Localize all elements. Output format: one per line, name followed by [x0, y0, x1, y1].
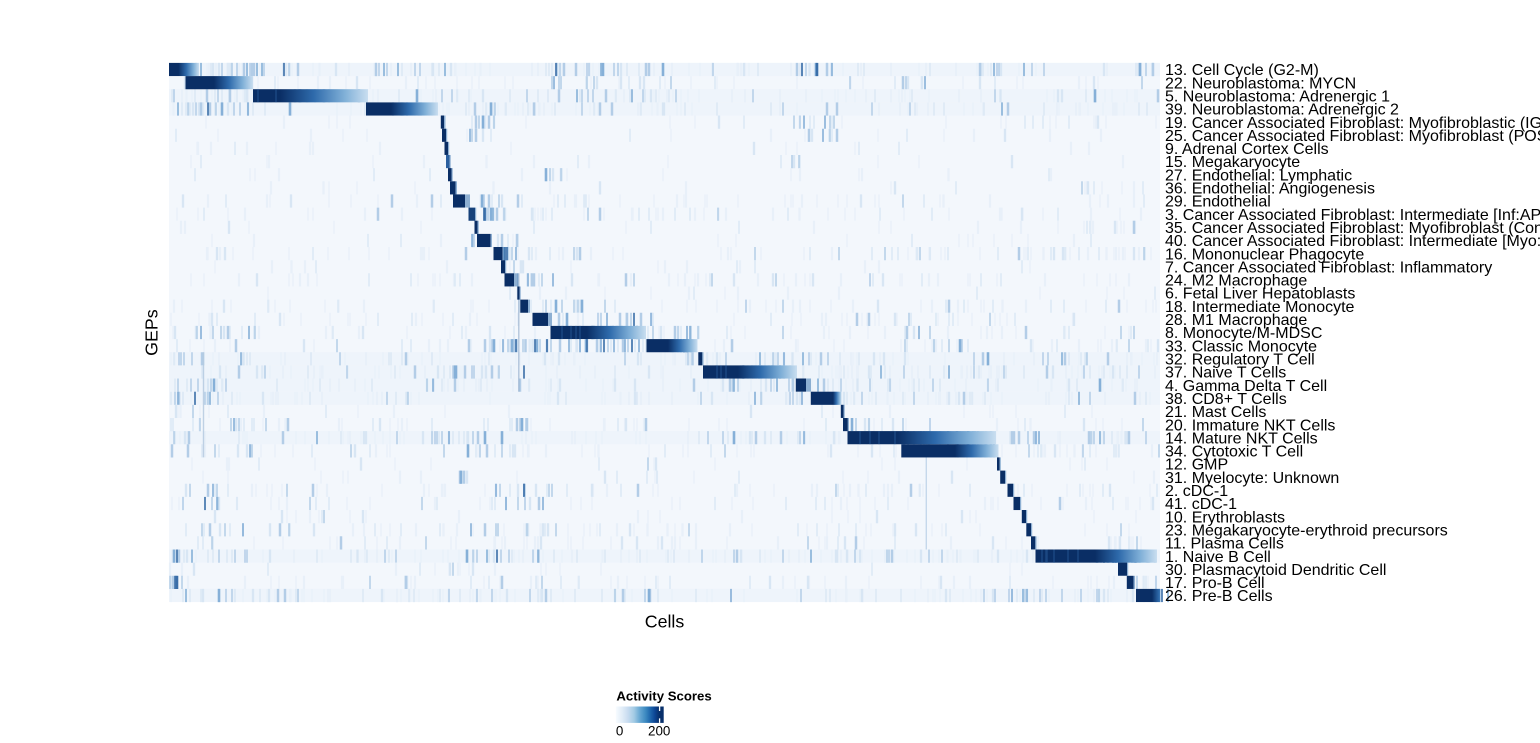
svg-text:12. GMP: 12. GMP	[1165, 457, 1228, 474]
svg-text:26. Pre-B Cells: 26. Pre-B Cells	[1165, 588, 1273, 605]
svg-text:39. Neuroblastoma: Adrenergic: 39. Neuroblastoma: Adrenergic 2	[1165, 102, 1399, 119]
svg-text:40. Cancer Associated Fibrobla: 40. Cancer Associated Fibroblast: Interm…	[1165, 233, 1540, 250]
svg-text:1. Naive B Cell: 1. Naive B Cell	[1165, 549, 1271, 566]
svg-text:21. Mast Cells: 21. Mast Cells	[1165, 404, 1266, 421]
svg-text:0: 0	[616, 724, 623, 739]
svg-text:31. Myelocyte: Unknown: 31. Myelocyte: Unknown	[1165, 470, 1339, 487]
svg-text:19. Cancer Associated Fibrobla: 19. Cancer Associated Fibroblast: Myofib…	[1165, 115, 1540, 132]
svg-text:16. Mononuclear Phagocyte: 16. Mononuclear Phagocyte	[1165, 246, 1364, 263]
svg-text:18. Intermediate Monocyte: 18. Intermediate Monocyte	[1165, 299, 1355, 316]
svg-text:41. cDC-1: 41. cDC-1	[1165, 496, 1237, 513]
svg-text:Activity Scores: Activity Scores	[616, 689, 711, 704]
svg-text:10. Erythroblasts: 10. Erythroblasts	[1165, 509, 1285, 526]
svg-text:4. Gamma Delta T Cell: 4. Gamma Delta T Cell	[1165, 378, 1327, 395]
svg-text:29. Endothelial: 29. Endothelial	[1165, 194, 1271, 211]
svg-text:11. Plasma Cells: 11. Plasma Cells	[1165, 536, 1284, 553]
svg-text:3. Cancer Associated Fibroblas: 3. Cancer Associated Fibroblast: Interme…	[1165, 207, 1540, 224]
svg-text:23. Megakaryocyte-erythroid pr: 23. Megakaryocyte-erythroid precursors	[1165, 523, 1448, 540]
svg-text:27. Endothelial: Lymphatic: 27. Endothelial: Lymphatic	[1165, 167, 1352, 184]
svg-text:38. CD8+ T Cells: 38. CD8+ T Cells	[1165, 391, 1287, 408]
svg-text:33. Classic Monocyte: 33. Classic Monocyte	[1165, 338, 1317, 355]
svg-text:8. Monocyte/M-MDSC: 8. Monocyte/M-MDSC	[1165, 325, 1322, 342]
svg-text:9. Adrenal Cortex Cells: 9. Adrenal Cortex Cells	[1165, 141, 1329, 158]
svg-text:200: 200	[648, 724, 670, 739]
svg-text:GEPs: GEPs	[142, 309, 162, 356]
svg-text:35. Cancer Associated Fibrobla: 35. Cancer Associated Fibroblast: Myofib…	[1165, 220, 1540, 237]
svg-text:37. Naive T Cells: 37. Naive T Cells	[1165, 365, 1286, 382]
svg-text:28. M1 Macrophage: 28. M1 Macrophage	[1165, 312, 1307, 329]
svg-text:34. Cytotoxic T Cell: 34. Cytotoxic T Cell	[1165, 444, 1303, 461]
svg-text:20. Immature NKT Cells: 20. Immature NKT Cells	[1165, 417, 1335, 434]
svg-text:5. Neuroblastoma: Adrenergic 1: 5. Neuroblastoma: Adrenergic 1	[1165, 89, 1390, 106]
svg-text:32. Regulatory T Cell: 32. Regulatory T Cell	[1165, 352, 1315, 369]
svg-text:Cells: Cells	[645, 612, 685, 632]
svg-text:2. cDC-1: 2. cDC-1	[1165, 483, 1228, 500]
svg-text:24. M2 Macrophage: 24. M2 Macrophage	[1165, 273, 1307, 290]
svg-text:25. Cancer Associated Fibrobla: 25. Cancer Associated Fibroblast: Myofib…	[1165, 128, 1540, 145]
svg-text:14. Mature NKT Cells: 14. Mature NKT Cells	[1165, 430, 1318, 447]
svg-text:15. Megakaryocyte: 15. Megakaryocyte	[1165, 154, 1300, 171]
svg-text:36. Endothelial: Angiogenesis: 36. Endothelial: Angiogenesis	[1165, 181, 1375, 198]
svg-text:17. Pro-B Cell: 17. Pro-B Cell	[1165, 575, 1265, 592]
svg-text:22. Neuroblastoma: MYCN: 22. Neuroblastoma: MYCN	[1165, 75, 1356, 92]
svg-text:30. Plasmacytoid Dendritic Cel: 30. Plasmacytoid Dendritic Cell	[1165, 562, 1386, 579]
svg-text:13. Cell Cycle (G2-M): 13. Cell Cycle (G2-M)	[1165, 62, 1319, 79]
svg-text:7. Cancer Associated Fibroblas: 7. Cancer Associated Fibroblast: Inflamm…	[1165, 259, 1492, 276]
svg-text:6. Fetal Liver Hepatoblasts: 6. Fetal Liver Hepatoblasts	[1165, 286, 1355, 303]
